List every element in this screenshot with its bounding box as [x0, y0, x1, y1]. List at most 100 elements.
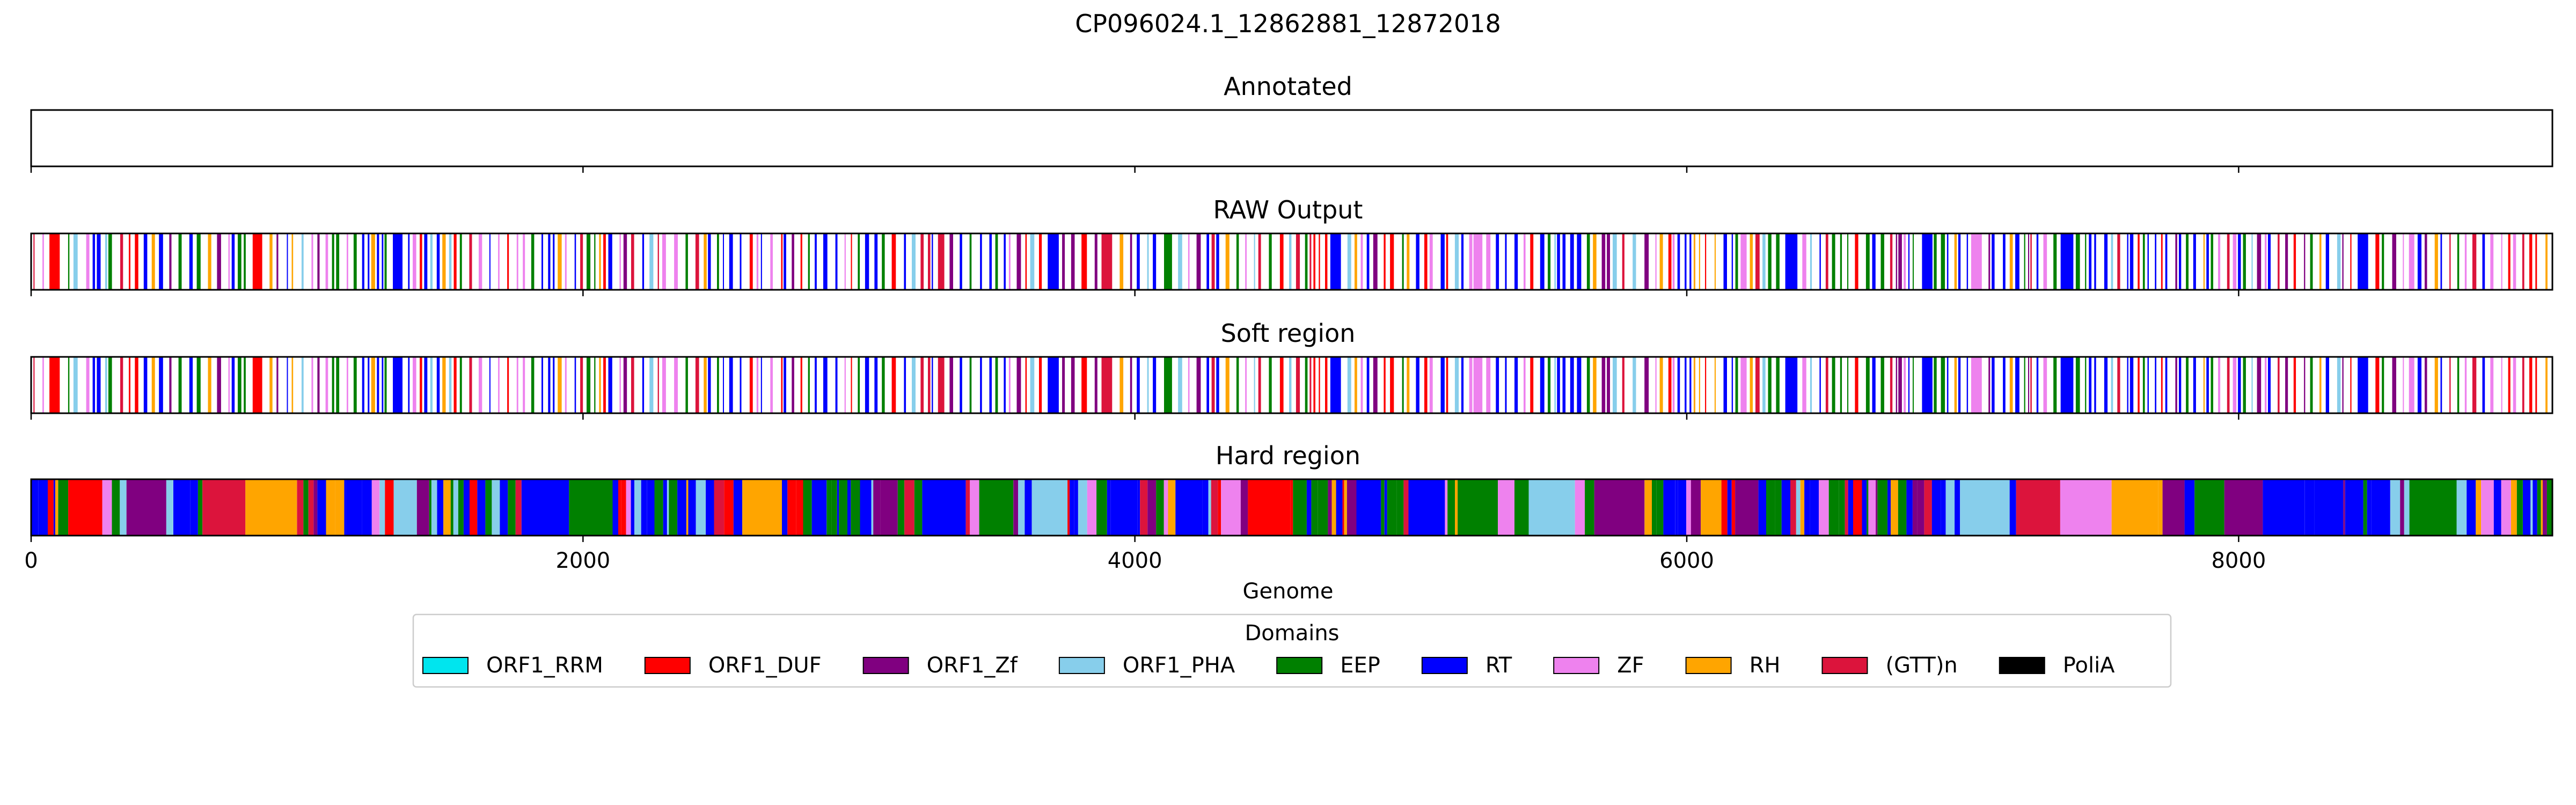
domain-mark — [663, 479, 667, 536]
domain-mark — [1514, 233, 1518, 290]
domain-mark — [2541, 479, 2543, 536]
domain-mark — [120, 479, 127, 536]
domain-mark — [2184, 479, 2195, 536]
domain-mark — [2358, 357, 2368, 413]
domain-mark — [2224, 479, 2263, 536]
domain-mark — [574, 479, 613, 536]
domain-mark — [1607, 233, 1610, 290]
domain-mark — [1731, 233, 1733, 290]
domain-mark — [874, 233, 878, 290]
domain-mark — [2129, 233, 2134, 290]
domain-mark — [453, 233, 457, 290]
domain-mark — [2535, 357, 2537, 413]
legend-swatch — [1685, 657, 1732, 674]
domain-mark — [1762, 233, 1766, 290]
domain-mark — [623, 357, 627, 413]
domain-mark — [1110, 479, 1138, 536]
domain-mark — [1908, 233, 1910, 290]
domain-mark — [2310, 233, 2313, 290]
domain-mark — [1992, 357, 1995, 413]
domain-mark — [1025, 357, 1027, 413]
domain-mark — [1347, 357, 1351, 413]
domain-mark — [873, 479, 881, 536]
domain-mark — [2043, 233, 2047, 290]
domain-mark — [393, 357, 402, 413]
domain-mark — [102, 479, 112, 536]
domain-mark — [2194, 479, 2224, 536]
track-2: Soft region — [30, 319, 2553, 420]
domain-mark — [1644, 233, 1649, 290]
domain-mark — [485, 479, 492, 536]
track-title: RAW Output — [1213, 195, 1363, 224]
domain-mark — [696, 479, 706, 536]
domain-mark — [2233, 357, 2237, 413]
domain-mark — [1396, 479, 1404, 536]
domain-mark — [1070, 479, 1074, 536]
domain-mark — [2111, 233, 2113, 290]
domain-mark — [1163, 479, 1168, 536]
domain-mark — [2482, 233, 2485, 290]
domain-mark — [2350, 233, 2352, 290]
domain-mark — [2319, 233, 2322, 290]
domain-mark — [108, 233, 112, 290]
domain-mark — [1225, 233, 1230, 290]
domain-mark — [599, 357, 601, 413]
domain-mark — [2162, 479, 2185, 536]
domain-mark — [2516, 479, 2523, 536]
domain-mark — [1279, 233, 1284, 290]
domain-mark — [1336, 479, 1343, 536]
domain-mark — [1840, 357, 1842, 413]
domain-mark — [1586, 233, 1590, 290]
domain-mark — [393, 233, 402, 290]
domain-mark — [336, 233, 340, 290]
domain-mark — [1528, 479, 1575, 536]
domain-mark — [2476, 479, 2482, 536]
domain-mark — [756, 357, 759, 413]
x-axis: 0 2000 4000 6000 8000 — [24, 548, 2266, 573]
domain-mark — [2142, 357, 2145, 413]
x-tick-label: 2000 — [555, 548, 610, 573]
domain-mark — [2472, 233, 2477, 290]
domain-mark — [1585, 479, 1594, 536]
domain-mark — [97, 233, 101, 290]
domain-mark — [1924, 479, 1932, 536]
domain-mark — [1147, 233, 1149, 290]
domain-mark — [897, 479, 905, 536]
legend: Domains ORF1_RRM ORF1_DUF ORF1_Zf ORF1_PHA EE… — [412, 613, 2172, 688]
domain-mark — [346, 479, 355, 536]
domain-mark — [1908, 357, 1910, 413]
domain-mark — [1872, 233, 1876, 290]
domain-mark — [2358, 233, 2368, 290]
domain-mark — [965, 479, 970, 536]
domain-mark — [1360, 233, 1363, 290]
domain-mark — [891, 233, 896, 290]
domain-mark — [31, 479, 39, 536]
domain-mark — [276, 233, 279, 290]
domain-mark — [86, 233, 90, 290]
domain-mark — [2457, 233, 2460, 290]
domain-mark — [1402, 233, 1404, 290]
domain-mark — [553, 357, 555, 413]
domain-mark — [1216, 357, 1219, 413]
domain-mark — [325, 233, 328, 290]
domain-mark — [1290, 479, 1293, 536]
domain-mark — [1601, 357, 1606, 413]
domain-mark — [1755, 233, 1760, 290]
domain-mark — [1992, 233, 1995, 290]
domain-mark — [1731, 357, 1733, 413]
domain-mark — [1699, 233, 1700, 290]
domain-mark — [2464, 357, 2467, 413]
domain-mark — [178, 233, 182, 290]
domain-mark — [2409, 233, 2414, 290]
domain-mark — [1825, 357, 1828, 413]
domain-mark — [33, 357, 35, 413]
domain-mark — [969, 233, 972, 290]
domain-mark — [2485, 479, 2494, 536]
domain-mark — [851, 357, 852, 413]
domain-mark — [1101, 233, 1113, 290]
domain-mark — [1373, 357, 1378, 413]
domain-mark — [1735, 479, 1759, 536]
legend-label: PoliA — [2063, 653, 2115, 678]
domain-mark — [904, 357, 906, 413]
domain-mark — [649, 233, 654, 290]
